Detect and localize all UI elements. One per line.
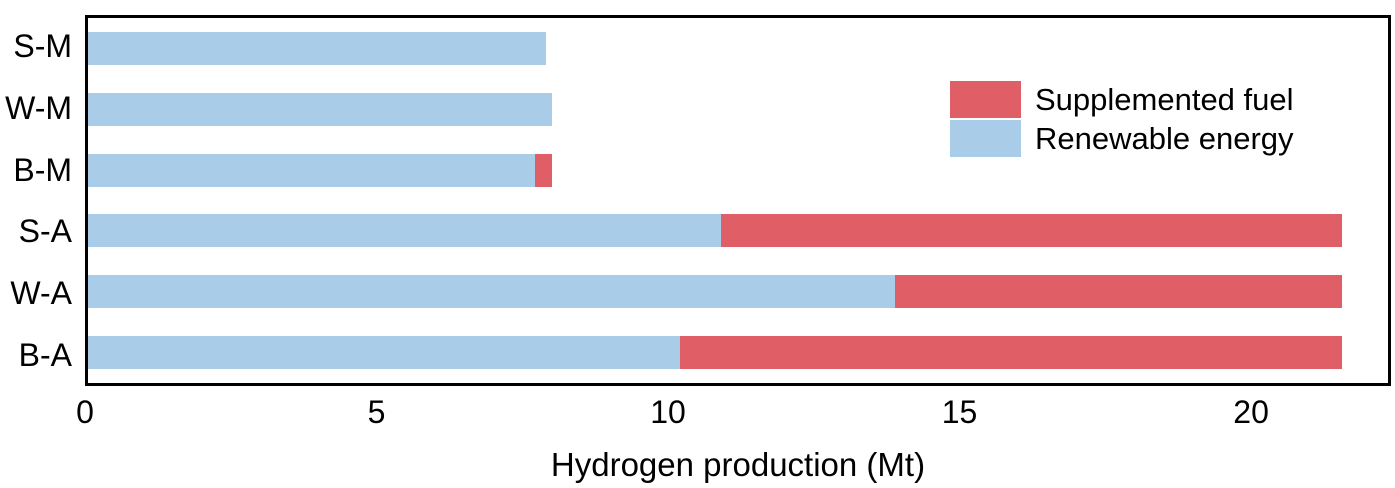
bar-segment-b-m-supplemented-fuel xyxy=(534,153,553,187)
bar-segment-w-a-renewable-energy xyxy=(88,275,895,309)
bar-segment-b-a-renewable-energy xyxy=(88,336,680,370)
bar-segment-b-m-renewable-energy xyxy=(88,153,535,187)
stacked-bar-b-m xyxy=(88,153,1388,187)
x-tick-label-10: 10 xyxy=(650,394,686,430)
x-tick-label-20: 20 xyxy=(1233,394,1269,430)
plot-area: Supplemented fuel Renewable energy xyxy=(85,15,1391,386)
bar-segment-w-a-supplemented-fuel xyxy=(894,275,1342,309)
legend-entry-renewable-energy: Renewable energy xyxy=(950,120,1294,157)
x-tick-label-15: 15 xyxy=(941,394,978,430)
legend-label-renewable-energy: Renewable energy xyxy=(1035,121,1294,156)
x-axis-title: Hydrogen production (Mt) xyxy=(550,446,926,483)
bar-row-s-m xyxy=(88,18,1388,79)
x-tick-label-5: 5 xyxy=(367,394,386,430)
legend: Supplemented fuel Renewable energy xyxy=(950,81,1294,157)
bar-segment-s-a-renewable-energy xyxy=(88,214,721,248)
y-axis-label-b-a: B-A xyxy=(18,337,72,374)
legend-swatch-supplemented-fuel xyxy=(950,81,1021,118)
y-axis-label-w-m: W-M xyxy=(5,89,72,126)
bar-row-s-a xyxy=(88,200,1388,261)
bar-segment-w-m-renewable-energy xyxy=(88,92,553,126)
bar-row-b-a xyxy=(88,322,1388,383)
bar-row-w-m xyxy=(88,79,1388,140)
y-axis-label-s-m: S-M xyxy=(13,27,72,64)
legend-entry-supplemented-fuel: Supplemented fuel xyxy=(950,81,1294,118)
stacked-bar-b-a xyxy=(88,336,1388,370)
y-axis-label-b-m: B-M xyxy=(13,151,72,188)
stacked-bar-w-m xyxy=(88,92,1388,126)
bar-rows xyxy=(88,18,1388,383)
y-axis-label-s-a: S-A xyxy=(18,213,72,250)
legend-swatch-renewable-energy xyxy=(950,120,1021,157)
x-tick-label-0: 0 xyxy=(76,394,94,430)
legend-label-supplemented-fuel: Supplemented fuel xyxy=(1035,82,1294,117)
stacked-bar-w-a xyxy=(88,275,1388,309)
bar-segment-s-m-renewable-energy xyxy=(88,31,547,65)
bar-row-b-m xyxy=(88,140,1388,201)
bar-segment-s-a-supplemented-fuel xyxy=(720,214,1342,248)
y-axis-label-w-a: W-A xyxy=(10,275,72,312)
bar-segment-b-a-supplemented-fuel xyxy=(679,336,1342,370)
x-axis-ticks: 0 5 10 15 20 xyxy=(76,392,1391,432)
stacked-bar-s-a xyxy=(88,214,1388,248)
stacked-bar-s-m xyxy=(88,31,1388,65)
bar-row-w-a xyxy=(88,261,1388,322)
y-axis-labels: S-M W-M B-M S-A W-A B-A xyxy=(0,15,72,386)
